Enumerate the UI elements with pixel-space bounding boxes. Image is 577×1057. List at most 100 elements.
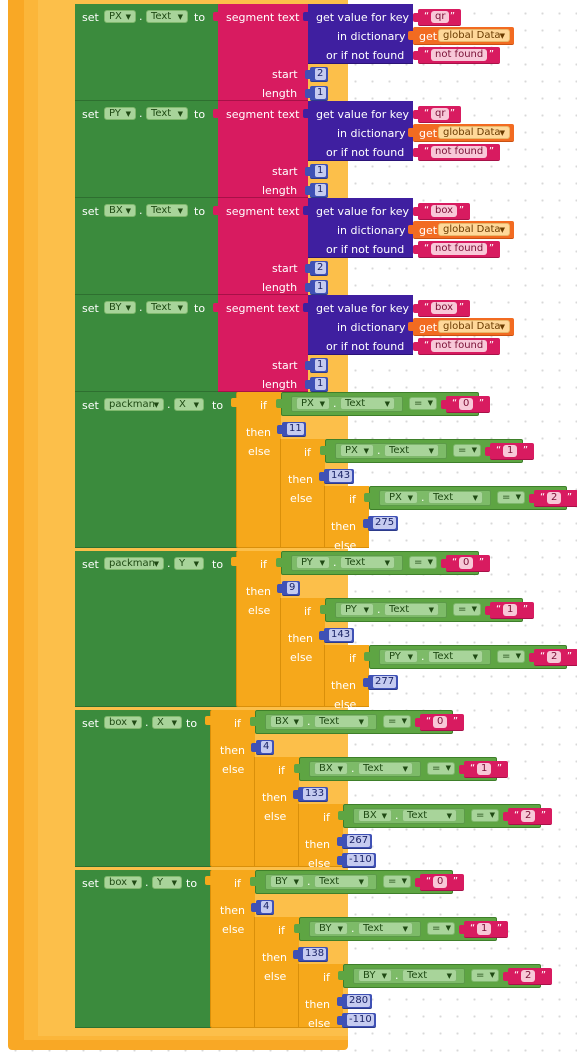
compare-string[interactable]: “2 ” [534, 490, 577, 507]
property-dropdown[interactable]: Text ▼ [146, 301, 188, 314]
then-number[interactable]: 277 [368, 675, 398, 690]
component-dropdown[interactable]: box ▼ [104, 716, 142, 729]
then-number[interactable]: 11 [282, 422, 306, 437]
get-global-data-block[interactable]: get global Data ▼ [413, 221, 514, 239]
component-dropdown[interactable]: packman ▼ [104, 557, 164, 570]
get-value-for-key-block[interactable] [308, 295, 413, 355]
get-value-for-key-block[interactable] [308, 198, 413, 258]
if-then-else-block[interactable] [210, 710, 255, 867]
compare-string[interactable]: “2 ” [508, 968, 552, 985]
property-dropdown[interactable]: Text ▼ [146, 204, 188, 217]
compare-string-value[interactable]: 2 [547, 492, 562, 504]
set-property-block[interactable] [75, 392, 240, 548]
if-then-else-block[interactable] [236, 551, 281, 707]
compare-string-value[interactable]: 0 [433, 876, 448, 888]
global-data-dropdown[interactable]: global Data ▼ [438, 320, 510, 333]
component-dropdown[interactable]: PX ▼ [384, 491, 418, 504]
then-number[interactable]: 4 [256, 740, 274, 755]
start-number[interactable]: 1 [310, 164, 328, 179]
compare-string[interactable]: “0 ” [420, 874, 464, 891]
nested-if-block[interactable] [324, 486, 369, 548]
else-number[interactable]: -110 [342, 853, 376, 868]
else-number-value[interactable]: -110 [347, 854, 374, 866]
property-dropdown[interactable]: Text ▼ [402, 969, 457, 982]
compare-string[interactable]: “1 ” [490, 443, 534, 460]
get-global-data-block[interactable]: get global Data ▼ [413, 318, 514, 336]
equals-dropdown[interactable]: = ▼ [409, 556, 437, 569]
component-dropdown[interactable]: PX ▼ [296, 397, 330, 410]
property-dropdown[interactable]: Text ▼ [340, 397, 395, 410]
dictionary-key-string-value[interactable]: box [431, 205, 458, 217]
length-number-value[interactable]: 1 [315, 184, 326, 196]
dictionary-key-string[interactable]: “box” [418, 300, 470, 317]
segment-text-block[interactable] [218, 198, 308, 295]
get-value-for-key-block[interactable] [308, 4, 413, 64]
compare-string[interactable]: “0 ” [420, 714, 464, 731]
equals-dropdown[interactable]: = ▼ [497, 491, 525, 504]
equals-dropdown[interactable]: = ▼ [453, 444, 481, 457]
start-number[interactable]: 2 [310, 261, 328, 276]
segment-text-block[interactable] [218, 101, 308, 198]
then-number[interactable]: 275 [368, 516, 398, 531]
property-dropdown[interactable]: Y ▼ [152, 876, 182, 889]
dictionary-key-string-value[interactable]: box [431, 302, 458, 314]
compare-string-value[interactable]: 2 [521, 970, 536, 982]
equals-dropdown[interactable]: = ▼ [497, 650, 525, 663]
compare-string[interactable]: “1 ” [464, 921, 508, 938]
compare-string[interactable]: “0 ” [446, 555, 490, 572]
compare-string[interactable]: “2 ” [534, 649, 577, 666]
component-dropdown[interactable]: PY ▼ [384, 650, 418, 663]
then-number[interactable]: 280 [342, 994, 372, 1009]
else-number-value[interactable]: -110 [347, 1014, 374, 1026]
length-number[interactable]: 1 [310, 377, 328, 392]
get-value-for-key-block[interactable] [308, 101, 413, 161]
dictionary-key-string-value[interactable]: qr [431, 108, 450, 120]
then-number[interactable]: 138 [298, 947, 328, 962]
compare-string-value[interactable]: 2 [547, 651, 562, 663]
property-dropdown[interactable]: Text ▼ [146, 107, 188, 120]
equals-dropdown[interactable]: = ▼ [427, 762, 455, 775]
component-dropdown[interactable]: PX ▼ [104, 10, 136, 23]
else-number[interactable]: -110 [342, 1013, 376, 1028]
compare-string-value[interactable]: 1 [477, 763, 492, 775]
dictionary-key-string[interactable]: “qr” [418, 106, 461, 123]
compare-string-value[interactable]: 1 [503, 604, 518, 616]
start-number-value[interactable]: 1 [315, 165, 326, 177]
dictionary-key-string-value[interactable]: qr [431, 11, 450, 23]
compare-string-value[interactable]: 0 [433, 716, 448, 728]
start-number-value[interactable]: 1 [315, 359, 326, 371]
component-dropdown[interactable]: box ▼ [104, 876, 142, 889]
compare-string[interactable]: “1 ” [464, 761, 508, 778]
then-number-value[interactable]: 133 [303, 788, 326, 800]
nested-if-block[interactable] [324, 645, 369, 707]
equals-dropdown[interactable]: = ▼ [383, 875, 411, 888]
dictionary-key-string[interactable]: “qr” [418, 9, 461, 26]
property-dropdown[interactable]: X ▼ [174, 398, 204, 411]
component-dropdown[interactable]: BX ▼ [314, 762, 348, 775]
property-dropdown[interactable]: X ▼ [152, 716, 182, 729]
property-dropdown[interactable]: Text ▼ [146, 10, 188, 23]
length-number-value[interactable]: 1 [315, 378, 326, 390]
if-then-else-block[interactable] [236, 392, 281, 548]
nested-if-block[interactable] [298, 964, 343, 1028]
component-dropdown[interactable]: BY ▼ [104, 301, 136, 314]
then-number-value[interactable]: 9 [287, 582, 298, 594]
not-found-string-value[interactable]: not found [431, 340, 488, 352]
compare-string[interactable]: “0 ” [446, 396, 490, 413]
property-dropdown[interactable]: Y ▼ [174, 557, 204, 570]
property-dropdown[interactable]: Text ▼ [314, 715, 369, 728]
not-found-string[interactable]: “not found” [418, 338, 500, 355]
property-dropdown[interactable]: Text ▼ [340, 556, 395, 569]
compare-string-value[interactable]: 0 [459, 398, 474, 410]
segment-text-block[interactable] [218, 295, 308, 392]
then-number-value[interactable]: 4 [261, 741, 272, 753]
compare-string[interactable]: “1 ” [490, 602, 534, 619]
not-found-string-value[interactable]: not found [431, 243, 488, 255]
then-number[interactable]: 267 [342, 834, 372, 849]
compare-string-value[interactable]: 2 [521, 810, 536, 822]
then-number-value[interactable]: 143 [329, 629, 352, 641]
segment-text-block[interactable] [218, 4, 308, 101]
set-property-block[interactable] [75, 551, 240, 707]
compare-string-value[interactable]: 0 [459, 557, 474, 569]
